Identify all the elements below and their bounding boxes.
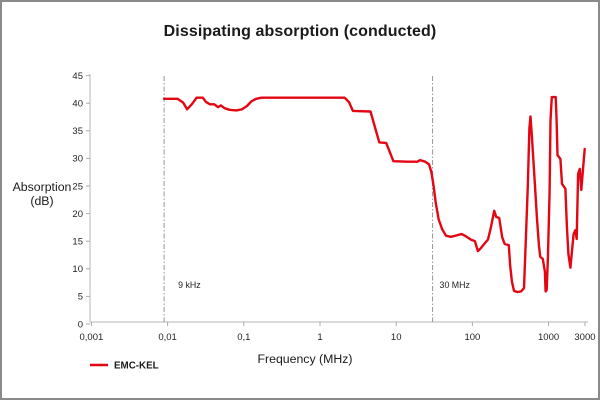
annotation-9khz-label: 9 kHz (178, 280, 201, 290)
tick-group: 0 5 10 15 20 25 30 35 40 45 0,001 0,01 0,1 1 10 100 1000… (72, 71, 595, 343)
x-tick-label: 3000 (574, 332, 595, 343)
x-tick-label: 10 (391, 332, 402, 343)
legend: EMC-KEL (90, 361, 159, 372)
y-axis-title-line2: (dB) (30, 194, 53, 208)
y-axis-title-line1: Absorption (13, 180, 72, 194)
axes-group (89, 74, 588, 323)
y-tick-label: 30 (72, 154, 83, 165)
x-tick-label: 100 (464, 332, 480, 343)
y-tick-label: 25 (72, 181, 83, 192)
x-tick-label: 1000 (538, 332, 559, 343)
x-tick-label: 1 (317, 332, 322, 343)
y-tick-label: 10 (72, 264, 83, 275)
y-tick-label: 45 (72, 71, 83, 82)
y-tick-label: 15 (72, 237, 83, 248)
y-tick-label: 0 (78, 319, 83, 330)
chart-title: Dissipating absorption (conducted) (163, 23, 437, 40)
y-tick-label: 40 (72, 99, 83, 110)
x-tick-label: 0,1 (237, 332, 250, 343)
y-tick-label: 20 (72, 209, 83, 220)
x-tick-label: 0,001 (80, 332, 104, 343)
y-tick-label: 5 (78, 292, 83, 303)
annotation-lines-group (163, 76, 434, 322)
x-tick-label: 0,01 (158, 332, 177, 343)
legend-series-label: EMC-KEL (114, 361, 159, 372)
y-tick-label: 35 (72, 126, 83, 137)
absorption-curve-emc-kel (162, 95, 586, 294)
annotation-30mhz-label: 30 MHz (440, 280, 470, 290)
x-axis-title: Frequency (MHz) (258, 352, 353, 366)
